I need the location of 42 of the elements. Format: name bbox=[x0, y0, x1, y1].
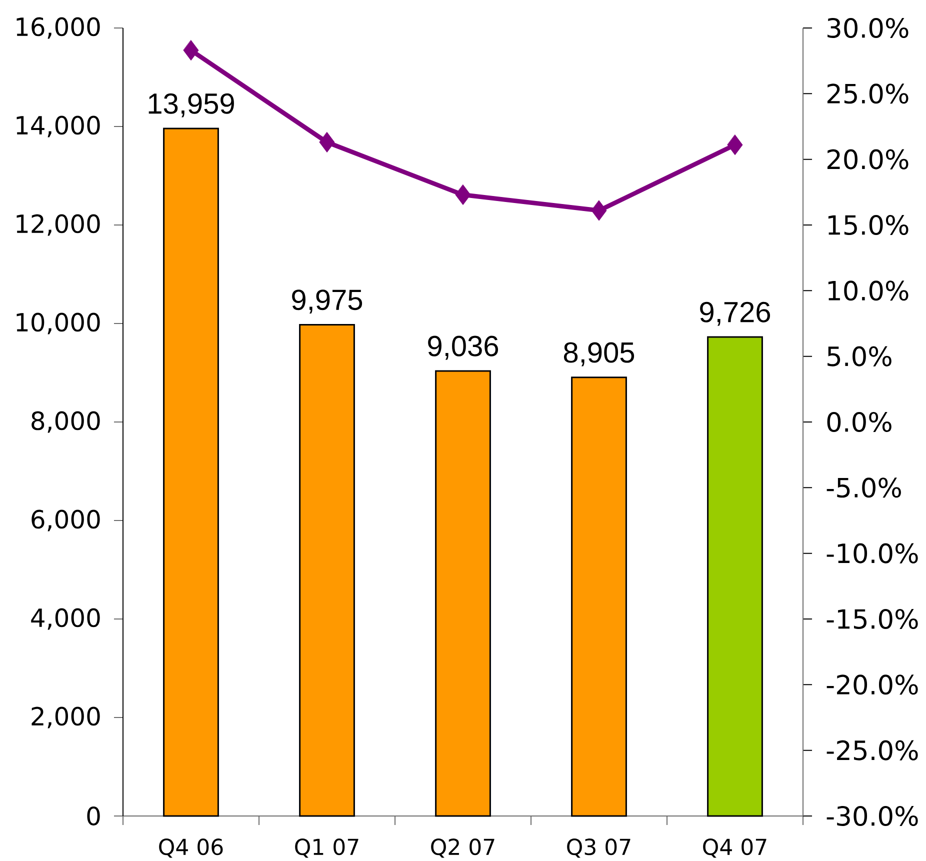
y-tick-label: 8,000 bbox=[32, 411, 100, 433]
y2-tick-label: -25.0% bbox=[826, 740, 918, 760]
y2-tick-label: -10.0% bbox=[826, 543, 918, 564]
point bbox=[319, 132, 335, 153]
y-tick-label: 10,000 bbox=[16, 312, 100, 334]
point bbox=[455, 184, 471, 206]
data-label: 9,726 bbox=[700, 302, 770, 326]
data-label: 13,959 bbox=[148, 93, 234, 118]
y2-tick-label: 10.0% bbox=[828, 280, 908, 301]
y-tick-label: 12,000 bbox=[16, 214, 100, 236]
x-tick-label: Q2 07 bbox=[431, 838, 494, 858]
data-label: 9,036 bbox=[428, 336, 498, 360]
y2-tick-label: -20.0% bbox=[826, 674, 918, 695]
point bbox=[727, 134, 743, 156]
data-label: 8,905 bbox=[564, 342, 634, 366]
data-label: 9,975 bbox=[292, 290, 362, 314]
x-tick-label: Q4 06 bbox=[159, 838, 223, 858]
point bbox=[183, 40, 199, 61]
bar bbox=[571, 376, 627, 817]
y-tick-label: 14,000 bbox=[16, 116, 100, 138]
y2-tick-label: -30.0% bbox=[826, 806, 918, 826]
y2-tick-label: 25.0% bbox=[827, 84, 908, 104]
bar bbox=[163, 128, 219, 817]
point bbox=[591, 200, 607, 221]
bar bbox=[299, 324, 355, 817]
y-tick-label: 4,000 bbox=[31, 608, 100, 630]
y2-tick-label: 20.0% bbox=[827, 149, 908, 170]
y-tick-label: 6,000 bbox=[32, 510, 100, 532]
y2-tick-label: -15.0% bbox=[826, 608, 918, 630]
y2-tick-label: 0.0% bbox=[827, 412, 892, 432]
y2-tick-label: -5.0% bbox=[826, 478, 901, 498]
y2-tick-label: 15.0% bbox=[828, 214, 908, 236]
x-tick-label: Q3 07 bbox=[567, 838, 630, 858]
bar bbox=[707, 336, 763, 817]
x-tick-label: Q1 07 bbox=[295, 838, 358, 858]
y2-tick-label: 5.0% bbox=[828, 346, 892, 366]
y-tick-label: 2,000 bbox=[32, 706, 100, 728]
y-tick-label: 0 bbox=[87, 806, 100, 826]
y-tick-label: 16,000 bbox=[16, 17, 100, 39]
x-tick-label: Q4 07 bbox=[703, 838, 766, 858]
bar bbox=[435, 370, 491, 817]
y2-tick-label: 30.0% bbox=[828, 18, 908, 38]
